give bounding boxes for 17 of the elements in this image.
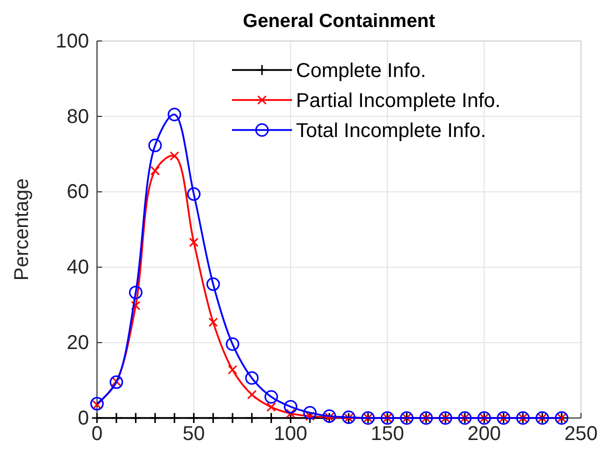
x-tick-label: 0 bbox=[91, 423, 103, 446]
x-tick-label: 150 bbox=[370, 423, 404, 446]
legend-label: Partial Incomplete Info. bbox=[296, 90, 501, 112]
x-tick-label: 50 bbox=[182, 423, 205, 446]
legend-label: Total Incomplete Info. bbox=[296, 120, 486, 142]
x-tick-label: 250 bbox=[564, 423, 598, 446]
y-axis-title: Percentage bbox=[11, 178, 33, 281]
y-tick-label: 100 bbox=[56, 30, 89, 52]
y-tick-label: 20 bbox=[66, 332, 89, 354]
x-tick-label: 100 bbox=[274, 423, 308, 446]
y-tick-label: 40 bbox=[66, 256, 89, 279]
y-tick-label: 80 bbox=[66, 106, 89, 128]
legend-label: Complete Info. bbox=[296, 60, 426, 82]
x-tick-label: 200 bbox=[468, 423, 501, 446]
chart-title: General Containment bbox=[242, 11, 436, 32]
y-tick-label: 0 bbox=[78, 407, 89, 430]
y-tick-label: 60 bbox=[66, 181, 89, 204]
